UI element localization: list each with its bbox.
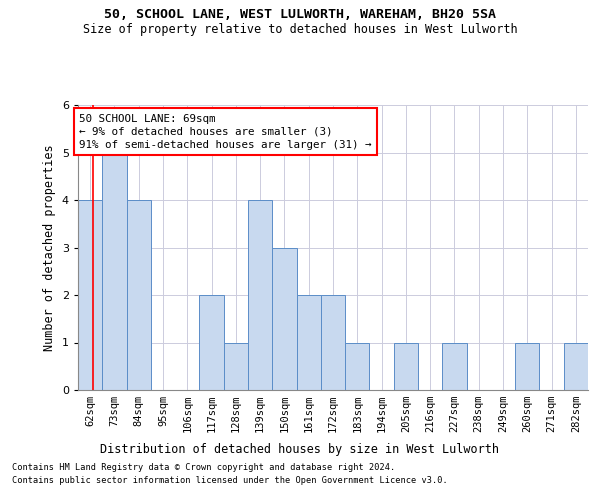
Bar: [102, 152, 127, 390]
Bar: [272, 248, 296, 390]
Bar: [564, 342, 588, 390]
Text: Contains public sector information licensed under the Open Government Licence v3: Contains public sector information licen…: [12, 476, 448, 485]
Bar: [515, 342, 539, 390]
Text: 50 SCHOOL LANE: 69sqm
← 9% of detached houses are smaller (3)
91% of semi-detach: 50 SCHOOL LANE: 69sqm ← 9% of detached h…: [79, 114, 372, 150]
Bar: [345, 342, 370, 390]
Bar: [78, 200, 102, 390]
Bar: [199, 295, 224, 390]
Bar: [248, 200, 272, 390]
Bar: [442, 342, 467, 390]
Bar: [224, 342, 248, 390]
Bar: [394, 342, 418, 390]
Bar: [321, 295, 345, 390]
Bar: [296, 295, 321, 390]
Text: Distribution of detached houses by size in West Lulworth: Distribution of detached houses by size …: [101, 442, 499, 456]
Text: Size of property relative to detached houses in West Lulworth: Size of property relative to detached ho…: [83, 22, 517, 36]
Text: 50, SCHOOL LANE, WEST LULWORTH, WAREHAM, BH20 5SA: 50, SCHOOL LANE, WEST LULWORTH, WAREHAM,…: [104, 8, 496, 20]
Y-axis label: Number of detached properties: Number of detached properties: [43, 144, 56, 351]
Bar: [127, 200, 151, 390]
Text: Contains HM Land Registry data © Crown copyright and database right 2024.: Contains HM Land Registry data © Crown c…: [12, 464, 395, 472]
